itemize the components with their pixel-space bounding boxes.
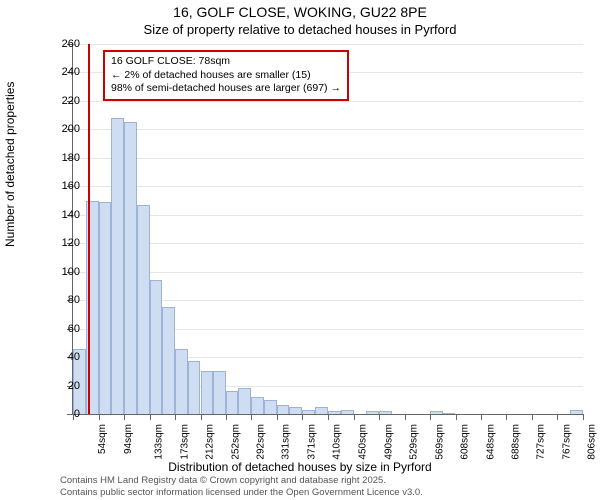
y-tick-label: 120: [50, 237, 80, 249]
x-tick-label: 806sqm: [587, 424, 598, 460]
x-tick: [251, 414, 252, 420]
grid-line: [73, 101, 583, 102]
x-tick-label: 371sqm: [307, 424, 318, 460]
annotation-line: 98% of semi-detached houses are larger (…: [111, 82, 341, 96]
x-tick: [405, 414, 406, 420]
histogram-bar: [150, 280, 162, 414]
histogram-bar: [328, 411, 341, 414]
x-tick-label: 648sqm: [485, 424, 496, 460]
histogram-bar: [302, 410, 315, 414]
x-axis-title: Distribution of detached houses by size …: [0, 460, 600, 474]
histogram-bar: [341, 410, 354, 414]
footer-attribution: Contains HM Land Registry data © Crown c…: [60, 475, 423, 498]
x-tick-label: 212sqm: [204, 424, 215, 460]
grid-line: [73, 44, 583, 45]
annotation-line: 16 GOLF CLOSE: 78sqm: [111, 55, 341, 69]
chart-container: 16, GOLF CLOSE, WOKING, GU22 8PE Size of…: [0, 0, 600, 500]
x-tick: [124, 414, 125, 420]
histogram-bar: [226, 391, 238, 414]
histogram-bar: [188, 361, 201, 414]
footer-line-1: Contains HM Land Registry data © Crown c…: [60, 475, 423, 486]
footer-line-2: Contains public sector information licen…: [60, 487, 423, 498]
histogram-bar: [137, 205, 150, 414]
x-tick-label: 490sqm: [383, 424, 394, 460]
y-tick-label: 220: [50, 95, 80, 107]
x-tick-label: 133sqm: [153, 424, 164, 460]
histogram-bar: [251, 397, 264, 414]
chart-title-sub: Size of property relative to detached ho…: [0, 20, 600, 37]
histogram-bar: [430, 411, 443, 414]
histogram-bar: [162, 307, 175, 414]
x-tick-label: 727sqm: [536, 424, 547, 460]
x-tick: [379, 414, 380, 420]
histogram-bar: [111, 118, 124, 414]
x-tick: [456, 414, 457, 420]
grid-line: [73, 158, 583, 159]
x-tick: [226, 414, 227, 420]
x-tick: [302, 414, 303, 420]
x-tick-label: 173sqm: [179, 424, 190, 460]
histogram-bar: [277, 405, 289, 414]
x-tick-label: 292sqm: [256, 424, 267, 460]
plot-area: 16 GOLF CLOSE: 78sqm← 2% of detached hou…: [72, 44, 583, 415]
y-tick-label: 80: [50, 294, 80, 306]
x-tick: [481, 414, 482, 420]
annotation-box: 16 GOLF CLOSE: 78sqm← 2% of detached hou…: [103, 50, 349, 101]
histogram-bar: [264, 400, 277, 414]
annotation-line: ← 2% of detached houses are smaller (15): [111, 69, 341, 83]
x-tick: [277, 414, 278, 420]
histogram-bar: [379, 411, 392, 414]
x-tick-label: 767sqm: [562, 424, 573, 460]
grid-line: [73, 129, 583, 130]
x-tick: [583, 414, 584, 420]
x-tick-label: 608sqm: [459, 424, 470, 460]
histogram-bar: [201, 371, 214, 414]
x-tick: [150, 414, 151, 420]
property-marker-line: [88, 44, 90, 414]
x-tick: [506, 414, 507, 420]
histogram-bar: [570, 410, 583, 414]
y-tick-label: 20: [50, 380, 80, 392]
x-tick: [99, 414, 100, 420]
y-tick-label: 260: [50, 38, 80, 50]
y-tick-label: 200: [50, 123, 80, 135]
histogram-bar: [238, 388, 251, 414]
x-tick-label: 252sqm: [230, 424, 241, 460]
grid-line: [73, 186, 583, 187]
histogram-bar: [366, 411, 379, 414]
x-tick: [328, 414, 329, 420]
x-tick-label: 331sqm: [281, 424, 292, 460]
x-tick: [430, 414, 431, 420]
histogram-bar: [99, 202, 111, 414]
x-tick: [532, 414, 533, 420]
x-tick-label: 450sqm: [358, 424, 369, 460]
x-tick-label: 94sqm: [123, 424, 134, 454]
histogram-bar: [443, 413, 456, 414]
y-tick-label: 100: [50, 266, 80, 278]
y-tick-label: 180: [50, 152, 80, 164]
y-tick-label: 140: [50, 209, 80, 221]
x-tick-label: 54sqm: [97, 424, 108, 454]
histogram-bar: [124, 122, 137, 414]
y-tick-label: 40: [50, 351, 80, 363]
x-tick: [557, 414, 558, 420]
y-tick-label: 160: [50, 180, 80, 192]
histogram-bar: [289, 407, 302, 414]
x-tick-label: 529sqm: [408, 424, 419, 460]
y-tick-label: 60: [50, 323, 80, 335]
x-tick: [175, 414, 176, 420]
x-tick: [354, 414, 355, 420]
x-tick-label: 688sqm: [511, 424, 522, 460]
histogram-bar: [315, 407, 328, 414]
x-tick-label: 569sqm: [434, 424, 445, 460]
histogram-bar: [213, 371, 226, 414]
x-tick-label: 410sqm: [332, 424, 343, 460]
x-tick: [201, 414, 202, 420]
chart-title-main: 16, GOLF CLOSE, WOKING, GU22 8PE: [0, 0, 600, 20]
y-tick-label: 240: [50, 66, 80, 78]
histogram-bar: [175, 349, 188, 414]
y-axis-title: Number of detached properties: [3, 207, 17, 247]
y-tick-label: 0: [50, 408, 80, 420]
